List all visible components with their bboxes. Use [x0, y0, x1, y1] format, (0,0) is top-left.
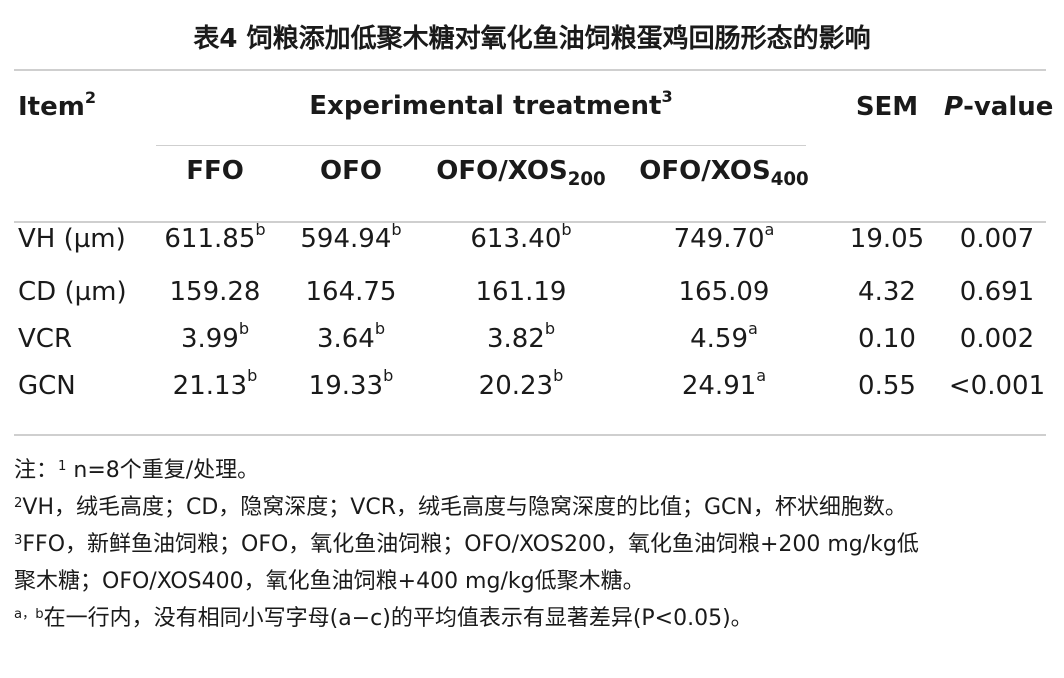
sem-cell: 19.05 — [849, 224, 925, 254]
footnote-3-continued: 聚木糖；OFO/XOS400，氧化鱼油饲粮+400 mg/kg低聚木糖。 — [14, 569, 645, 594]
table-footnotes: 注：1 n=8个重复/处理。 2VH，绒毛高度；CD，隐窝深度；VCR，绒毛高度… — [14, 452, 1054, 637]
treatment-header-ofo: OFO — [320, 156, 382, 186]
results-table: Item2 Experimental treatment3 SEM P-valu… — [14, 80, 1053, 409]
table-row: VCR 3.99b 3.64b 3.82b 4.59a 0.10 0.002 — [14, 315, 1050, 362]
value-cell: 3.82b — [486, 319, 556, 354]
value-cell: 4.59a — [690, 319, 758, 354]
top-rule — [14, 69, 1046, 71]
value-cell: 613.40b — [470, 219, 572, 254]
header-row-1: Item2 Experimental treatment3 SEM P-valu… — [14, 80, 1053, 132]
table-row: VH (µm) 611.85b 594.94b 613.40b 749.70a … — [14, 210, 1050, 268]
sem-cell: 4.32 — [858, 276, 916, 307]
sem-cell: 0.55 — [858, 370, 916, 401]
value-cell: 20.23b — [478, 366, 564, 401]
footnote-4: a，b在一行内，没有相同小写字母(a−c)的平均值表示有显著差异(P<0.05)… — [14, 606, 753, 631]
treatment-header-ffo: FFO — [186, 156, 244, 186]
value-cell: 594.94b — [300, 219, 402, 254]
value-cell: 161.19 — [475, 276, 567, 307]
sem-header: SEM — [855, 92, 919, 122]
treatment-header-ofo-xos400: OFO/XOS400 — [639, 156, 809, 190]
value-cell: 165.09 — [678, 276, 770, 307]
footnote-3: 3FFO，新鲜鱼油饲粮；OFO，氧化鱼油饲粮；OFO/XOS200，氧化鱼油饲粮… — [14, 532, 919, 557]
row-label: VCR — [18, 323, 73, 354]
treatment-header-ofo-xos200: OFO/XOS200 — [436, 156, 606, 190]
p-value-header: P-value — [944, 92, 1054, 122]
value-cell: 21.13b — [172, 366, 258, 401]
bottom-rule — [14, 434, 1046, 436]
header-rule — [14, 221, 1046, 223]
p-value-cell: 0.002 — [959, 323, 1035, 354]
item-header: Item2 — [18, 87, 97, 122]
table-row: CD (µm) 159.28 164.75 161.19 165.09 4.32… — [14, 268, 1050, 315]
value-cell: 24.91a — [681, 366, 767, 401]
row-label: GCN — [18, 370, 76, 401]
footnote-2: 2VH，绒毛高度；CD，隐窝深度；VCR，绒毛高度与隐窝深度的比值；GCN，杯状… — [14, 495, 907, 520]
p-value-cell: 0.007 — [959, 224, 1035, 254]
value-cell: 3.99b — [180, 319, 250, 354]
row-label: CD (µm) — [18, 276, 127, 307]
value-cell: 3.64b — [316, 319, 386, 354]
value-cell: 611.85b — [164, 219, 266, 254]
value-cell: 19.33b — [308, 366, 394, 401]
table-row: GCN 21.13b 19.33b 20.23b 24.91a 0.55 <0.… — [14, 362, 1050, 409]
table-title: 表4 饲粮添加低聚木糖对氧化鱼油饲粮蛋鸡回肠形态的影响 — [193, 24, 871, 54]
footnote-1: 注：1 n=8个重复/处理。 — [14, 458, 260, 483]
value-cell: 749.70a — [673, 219, 775, 254]
experimental-treatment-header: Experimental treatment3 — [309, 86, 673, 121]
header-row-2: FFO OFO OFO/XOS200 OFO/XOS400 — [14, 132, 1050, 210]
group-rule — [156, 145, 806, 146]
row-label: VH (µm) — [18, 224, 126, 254]
value-cell: 159.28 — [169, 276, 261, 307]
p-value-cell: 0.691 — [959, 276, 1035, 307]
sem-cell: 0.10 — [858, 323, 916, 354]
value-cell: 164.75 — [305, 276, 397, 307]
p-value-cell: <0.001 — [948, 370, 1046, 401]
